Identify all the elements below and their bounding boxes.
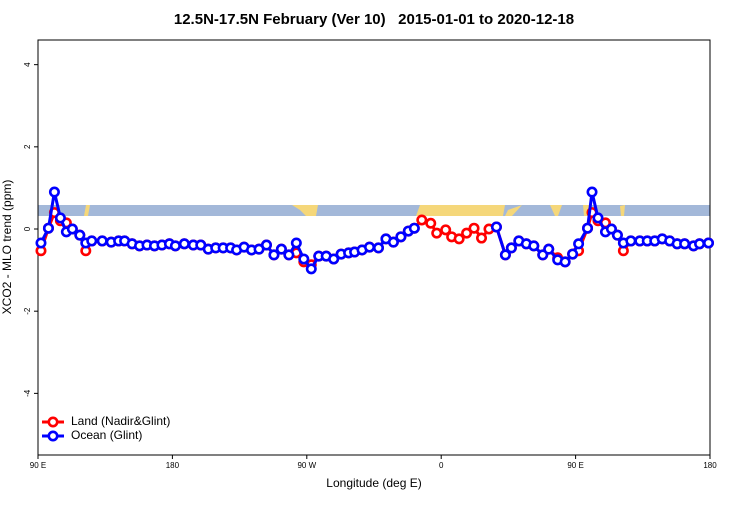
x-axis-label: Longitude (deg E) <box>326 476 421 490</box>
data-point <box>408 222 420 234</box>
x-tick-label: 180 <box>703 461 717 470</box>
y-tick-label: -2 <box>23 307 32 315</box>
chart-title: 12.5N-17.5N February (Ver 10) 2015-01-01… <box>174 11 574 28</box>
data-point <box>694 238 706 250</box>
land-patch <box>550 205 562 216</box>
land-patch <box>620 205 625 216</box>
series-line <box>495 191 709 264</box>
data-point <box>476 232 488 244</box>
data-point <box>260 239 272 251</box>
series <box>35 207 715 271</box>
map-strip <box>38 205 710 216</box>
series <box>35 186 715 275</box>
data-point <box>703 237 715 249</box>
series-line <box>39 191 415 272</box>
data-point <box>42 222 54 234</box>
data-point <box>298 253 310 265</box>
data-point <box>567 248 579 260</box>
data-point <box>582 222 594 234</box>
legend-marker <box>47 430 59 442</box>
x-tick-label: 0 <box>439 461 444 470</box>
data-point <box>275 243 287 255</box>
data-point <box>605 223 617 235</box>
data-point <box>372 242 384 254</box>
x-tick-label: 90 W <box>297 461 316 470</box>
data-point <box>364 241 376 253</box>
y-tick-label: 2 <box>23 144 32 149</box>
data-point <box>468 222 480 234</box>
land-patch <box>416 205 505 216</box>
legend-label: Ocean (Glint) <box>71 428 142 442</box>
data-point <box>283 249 295 261</box>
data-point <box>290 237 302 249</box>
data-point <box>573 238 585 250</box>
legend-label: Land (Nadir&Glint) <box>71 414 170 428</box>
data-point <box>586 186 598 198</box>
data-point <box>679 238 691 250</box>
data-point <box>305 263 317 275</box>
data-point <box>35 237 47 249</box>
data-point <box>505 242 517 254</box>
y-tick-label: 4 <box>23 62 32 67</box>
data-point <box>178 238 190 250</box>
data-point <box>461 227 473 239</box>
x-tick-label: 90 E <box>30 461 46 470</box>
data-point <box>490 221 502 233</box>
data-point <box>96 235 108 247</box>
data-point <box>54 212 66 224</box>
land-patch <box>292 205 318 216</box>
data-point <box>395 231 407 243</box>
data-point <box>559 256 571 268</box>
data-point <box>499 249 511 261</box>
ocean-strip <box>38 205 710 216</box>
data-point <box>66 223 78 235</box>
legend-marker <box>47 416 59 428</box>
y-tick-label: -4 <box>23 389 32 397</box>
data-point <box>387 236 399 248</box>
data-point <box>592 212 604 224</box>
data-point <box>543 243 555 255</box>
data-point <box>328 253 340 265</box>
y-axis-label: XCO2 - MLO trend (ppm) <box>0 180 14 315</box>
data-point <box>268 249 280 261</box>
data-point <box>625 235 637 247</box>
data-point <box>440 224 452 236</box>
data-point <box>48 186 60 198</box>
x-tick-label: 180 <box>166 461 180 470</box>
data-point <box>425 217 437 229</box>
land-patch <box>84 205 90 216</box>
land-patch <box>505 205 522 216</box>
y-tick-label: 0 <box>23 226 32 231</box>
data-point <box>453 233 465 245</box>
data-point <box>74 229 86 241</box>
x-tick-label: 90 E <box>567 461 583 470</box>
data-point <box>416 214 428 226</box>
data-point <box>528 240 540 252</box>
data-point <box>86 235 98 247</box>
data-point <box>169 240 181 252</box>
data-point <box>611 229 623 241</box>
data-point <box>431 227 443 239</box>
